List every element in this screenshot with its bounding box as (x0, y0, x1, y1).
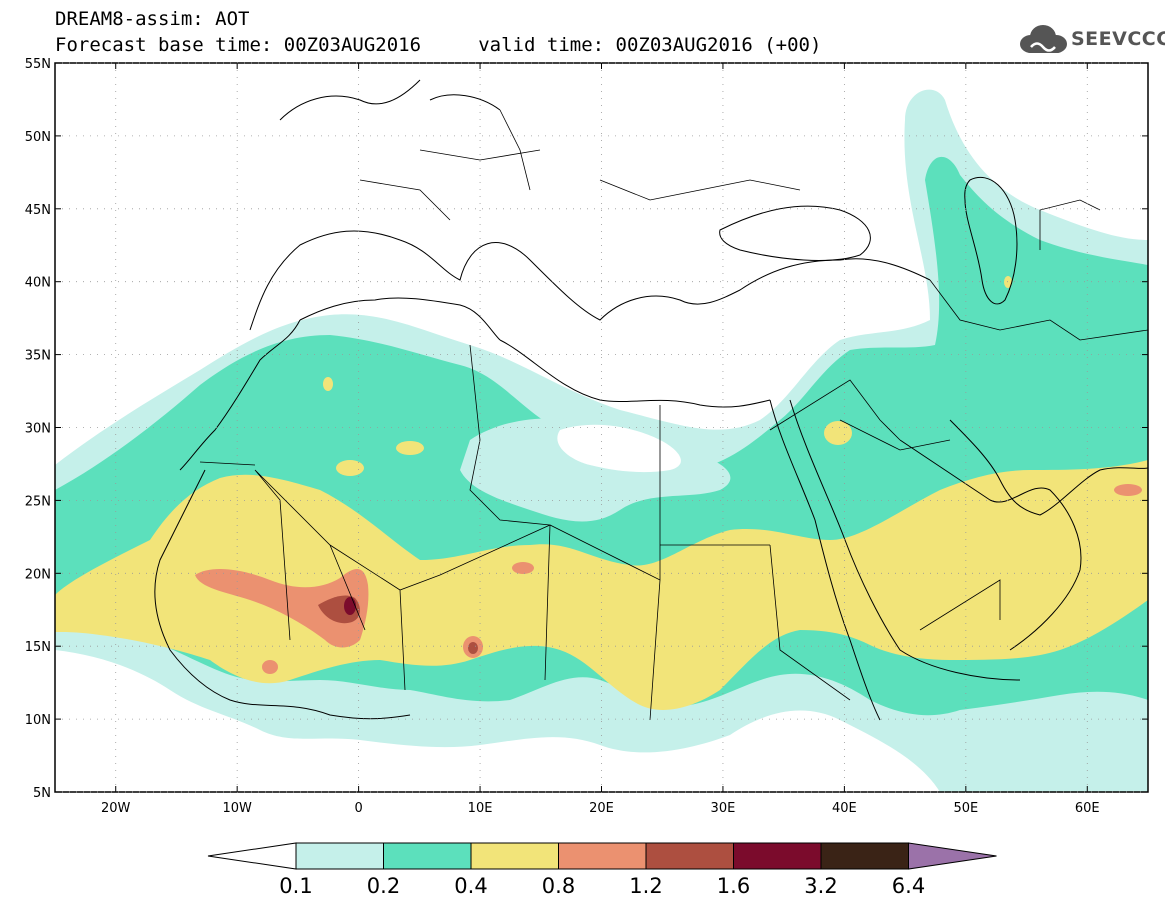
aot-band-1.6 (344, 597, 356, 615)
logo-text: SEEVCCC (1071, 28, 1165, 50)
colorbar-level-label: 6.4 (892, 874, 925, 898)
colorbar-level-label: 0.1 (279, 874, 312, 898)
lon-label: 10E (468, 801, 493, 816)
lon-label: 30E (711, 801, 736, 816)
map-plot-area (54, 62, 1149, 793)
colorbar-level-label: 3.2 (804, 874, 837, 898)
lon-label: 50E (953, 801, 978, 816)
cloud-logo-icon (1020, 25, 1067, 53)
colorbar-legend: 0.1 0.2 0.4 0.8 1.2 1.6 3.2 6.4 (207, 842, 997, 898)
coast-north-africa (499, 339, 771, 408)
colorbar-level-label: 0.4 (454, 874, 487, 898)
lat-label: 15N (25, 640, 51, 655)
lat-label: 25N (25, 494, 51, 509)
lon-label: 20W (101, 801, 131, 816)
lon-label: 0 (354, 801, 362, 816)
lon-label: 20E (589, 801, 614, 816)
lat-label: 20N (25, 567, 51, 582)
map-title: DREAM8-assim: AOT (55, 8, 250, 30)
aot-band-0.8 (195, 568, 369, 648)
coast-black-sea (719, 205, 871, 261)
colorbar-level-label: 0.8 (542, 874, 575, 898)
forecast-time-line: Forecast base time: 00Z03AUG2016 valid t… (55, 34, 822, 56)
colorbar-segment (295, 842, 384, 870)
aot-patch-1.2-niger (468, 642, 478, 654)
colorbar-upper-arrow (908, 842, 997, 870)
coast-north-europe (279, 79, 501, 121)
lon-label: 60E (1075, 801, 1100, 816)
coast-caspian (964, 176, 1018, 305)
longitude-axis: 20W 10W 0 10E 20E 30E 40E 50E 60E (101, 63, 1100, 816)
coast-west-africa (154, 297, 501, 720)
lon-label: 10W (222, 801, 252, 816)
lat-label: 35N (25, 349, 51, 364)
colorbar-segment (820, 842, 909, 870)
colorbar-segment (645, 842, 734, 870)
lon-label: 40E (832, 801, 857, 816)
lat-label: 45N (25, 203, 51, 218)
colorbar-segment (383, 842, 472, 870)
aot-clear-libya-core (557, 424, 681, 473)
colorbar-segment (558, 842, 647, 870)
lat-label: 30N (25, 422, 51, 437)
colorbar-level-label: 1.6 (717, 874, 750, 898)
lat-label: 5N (33, 786, 51, 801)
aot-patch-0.8-sahel (262, 660, 278, 674)
lat-label: 40N (25, 276, 51, 291)
aot-patch-0.8-chad (512, 562, 534, 574)
aot-patch-0.4-arabia (824, 421, 852, 445)
lat-label: 10N (25, 713, 51, 728)
aot-band-0.4 (55, 460, 1148, 710)
colorbar-lower-arrow (207, 842, 297, 870)
aot-patch-0.4-morocco (323, 377, 333, 391)
lat-label: 55N (25, 57, 51, 72)
coast-persian-gulf (949, 419, 1148, 516)
coast-arabia (899, 439, 1082, 651)
colorbar-level-label: 0.2 (367, 874, 400, 898)
aot-contours (55, 89, 1148, 792)
aot-patch-0.4-libya (396, 441, 424, 455)
colorbar-segment (470, 842, 559, 870)
aot-patch-0.4-algeria (336, 460, 364, 476)
colorbar-level-label: 1.2 (629, 874, 662, 898)
coast-europe (249, 230, 931, 331)
aot-patch-0.8-oman (1114, 484, 1142, 496)
latitude-axis: 55N 50N 45N 40N 35N 30N 25N 20N 15N 10N 5N (25, 57, 1148, 801)
colorbar-segment (733, 842, 822, 870)
coastlines (154, 79, 1148, 721)
lat-label: 50N (25, 130, 51, 145)
coast-red-sea (769, 399, 1021, 721)
seevccc-logo: SEEVCCC (1017, 20, 1165, 60)
